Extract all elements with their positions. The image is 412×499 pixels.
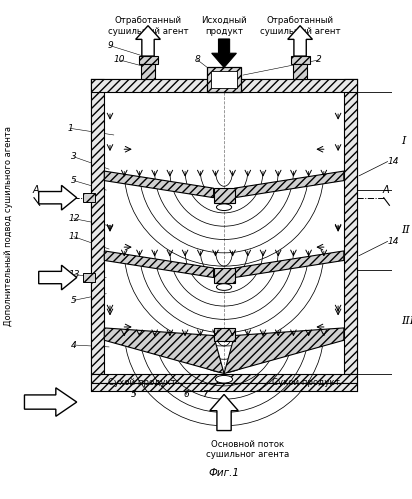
Bar: [293, 64, 307, 79]
Bar: [83, 193, 95, 203]
Text: Сухой продукт: Сухой продукт: [272, 378, 340, 387]
Text: 2: 2: [316, 55, 322, 64]
Polygon shape: [104, 251, 213, 277]
Text: Дополнительный подвод сушильного агента: Дополнительный подвод сушильного агента: [4, 126, 13, 326]
Text: 8: 8: [194, 55, 200, 64]
Text: Исходный
продукт: Исходный продукт: [201, 16, 247, 35]
Bar: [207, 67, 241, 92]
Bar: [104, 92, 344, 374]
Polygon shape: [288, 25, 312, 56]
Text: А: А: [382, 185, 389, 195]
Text: 9: 9: [107, 41, 113, 50]
Polygon shape: [39, 265, 77, 290]
Bar: [141, 64, 154, 79]
Text: 14: 14: [388, 157, 399, 166]
Bar: [213, 188, 234, 204]
Text: 4: 4: [71, 340, 77, 349]
Text: 1: 1: [67, 124, 73, 133]
Bar: [91, 79, 357, 92]
Bar: [211, 71, 237, 88]
Bar: [213, 328, 234, 341]
Bar: [213, 268, 234, 283]
Ellipse shape: [215, 375, 233, 383]
Text: 3: 3: [71, 152, 77, 161]
Polygon shape: [39, 185, 77, 210]
Bar: [83, 273, 95, 282]
Bar: [91, 79, 104, 374]
Text: 14: 14: [388, 237, 399, 246]
Text: Фиг.1: Фиг.1: [208, 468, 239, 478]
Text: 5: 5: [71, 296, 77, 305]
Text: 11: 11: [68, 232, 80, 241]
Text: III: III: [401, 316, 412, 326]
Text: 5: 5: [71, 176, 77, 185]
Polygon shape: [234, 251, 344, 277]
Polygon shape: [104, 328, 224, 374]
Text: 6: 6: [183, 390, 189, 399]
Text: 10: 10: [114, 55, 125, 64]
Polygon shape: [234, 171, 344, 198]
Polygon shape: [224, 328, 344, 374]
Bar: [138, 56, 157, 64]
Text: 5: 5: [131, 390, 137, 399]
Bar: [290, 56, 309, 64]
Bar: [344, 79, 357, 374]
Bar: [91, 374, 357, 383]
Text: 12: 12: [68, 214, 80, 223]
Text: I: I: [401, 136, 405, 146]
Polygon shape: [104, 171, 213, 198]
Polygon shape: [24, 388, 77, 416]
Text: II: II: [401, 225, 410, 235]
Polygon shape: [212, 39, 236, 67]
Text: 7: 7: [202, 390, 208, 399]
Polygon shape: [210, 394, 238, 431]
Bar: [91, 383, 357, 391]
Text: 13: 13: [68, 270, 80, 279]
Text: Отработанный
сушильный агент: Отработанный сушильный агент: [108, 16, 188, 35]
Text: Сухой продукт: Сухой продукт: [108, 378, 176, 387]
Text: Основной поток
сушильног агента: Основной поток сушильног агента: [206, 440, 290, 460]
Polygon shape: [136, 25, 160, 56]
Text: Отработанный
сушильный агент: Отработанный сушильный агент: [260, 16, 340, 35]
Text: А: А: [33, 185, 39, 195]
Ellipse shape: [216, 284, 232, 290]
Ellipse shape: [216, 204, 232, 211]
